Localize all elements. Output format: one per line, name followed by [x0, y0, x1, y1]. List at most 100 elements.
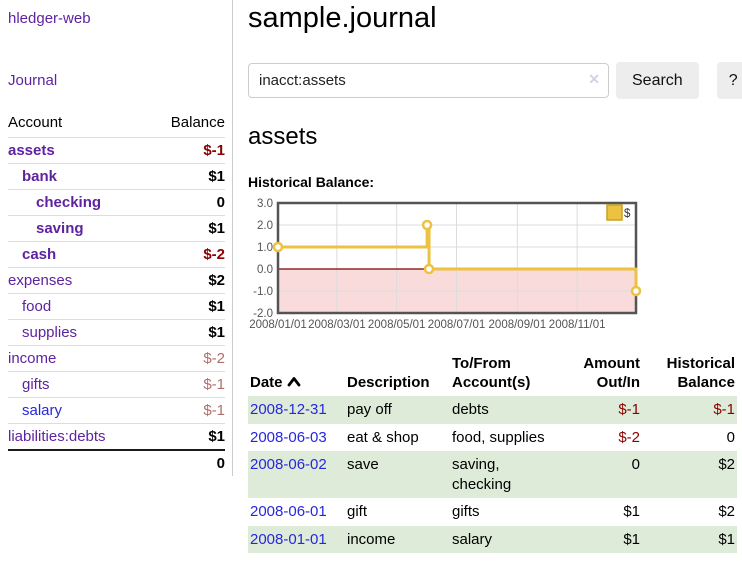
- register-header-date[interactable]: Date: [248, 352, 345, 396]
- account-row: assets $-1: [8, 137, 225, 164]
- app-title-link[interactable]: hledger-web: [8, 10, 91, 27]
- transaction-amount: $-1: [550, 396, 642, 424]
- transaction-balance: 0: [726, 428, 735, 446]
- account-link-saving[interactable]: saving: [36, 220, 84, 237]
- account-balance: $1: [147, 293, 225, 320]
- transaction-date-link[interactable]: 2008-06-02: [250, 456, 327, 474]
- svg-text:0.0: 0.0: [257, 264, 273, 276]
- transaction-date-link[interactable]: 2008-12-31: [250, 401, 327, 419]
- accounts-header-account: Account: [8, 114, 63, 131]
- sidebar: hledger-web Journal Account Balance asse…: [0, 0, 233, 476]
- search-form: ✕ Search ?: [248, 62, 742, 99]
- account-row: supplies $1: [8, 319, 225, 346]
- transaction-date-link[interactable]: 2008-06-01: [250, 503, 327, 521]
- transaction-row: 2008-06-02 save saving, checking 0 $2: [248, 451, 737, 499]
- clear-search-icon[interactable]: ✕: [588, 71, 600, 87]
- transaction-accounts: food, supplies: [452, 428, 545, 446]
- sidebar-item-journal[interactable]: Journal: [8, 72, 58, 89]
- account-link-income[interactable]: income: [8, 350, 57, 367]
- account-heading: assets: [248, 123, 318, 150]
- data-point-marker: [423, 263, 435, 275]
- account-link-assets[interactable]: assets: [8, 142, 55, 159]
- account-link-cash[interactable]: cash: [22, 246, 57, 263]
- svg-text:3.0: 3.0: [257, 198, 273, 210]
- account-balance: $1: [147, 215, 225, 242]
- transaction-row: 2008-12-31 pay off debts $-1 $-1: [248, 396, 737, 424]
- register-header-row: Date Description To/From Account(s) Amou…: [248, 352, 737, 396]
- chart-frame: [276, 201, 638, 315]
- register-table: Date Description To/From Account(s) Amou…: [248, 352, 737, 554]
- register-header-tofrom: To/From Account(s): [452, 355, 531, 392]
- transaction-date-link[interactable]: 2008-01-01: [250, 530, 327, 548]
- account-balance: $2: [147, 267, 225, 294]
- accounts-header-row: Account Balance: [8, 111, 225, 138]
- transaction-amount: $1: [550, 525, 642, 554]
- account-row: income $-2: [8, 345, 225, 372]
- search-input-wrap: ✕: [248, 63, 609, 98]
- account-link-expenses[interactable]: expenses: [8, 272, 73, 289]
- register-header-amount: Amount Out/In: [583, 355, 640, 392]
- register-header-description: Description: [347, 374, 430, 392]
- accounts-total-row: 0: [8, 449, 225, 476]
- svg-text:2008/03/01: 2008/03/01: [308, 319, 366, 331]
- account-link-liabilities-debts[interactable]: liabilities:debts: [8, 428, 106, 445]
- svg-text:2008/09/01: 2008/09/01: [489, 319, 547, 331]
- accounts-table: Account Balance assets $-1 bank $1 checking 0…: [8, 111, 225, 476]
- data-point-marker: [421, 219, 433, 231]
- transaction-description: eat & shop: [347, 428, 419, 446]
- account-row: liabilities:debts $1: [8, 423, 225, 450]
- help-button[interactable]: ?: [716, 62, 742, 99]
- transaction-balance: $2: [642, 451, 737, 499]
- transaction-balance: $1: [642, 525, 737, 554]
- accounts-total-value: 0: [147, 449, 225, 476]
- account-balance: $1: [147, 319, 225, 346]
- account-balance: $-2: [147, 241, 225, 268]
- account-link-bank[interactable]: bank: [22, 168, 58, 185]
- svg-text:2008/01/01: 2008/01/01: [249, 319, 307, 331]
- transaction-description: gift: [347, 503, 368, 521]
- account-row: gifts $-1: [8, 371, 225, 398]
- transaction-balance: $2: [718, 503, 735, 521]
- chart-label: Historical Balance:: [248, 174, 375, 190]
- register-body: 2008-12-31 pay off debts $-1 $-1 2008-06-03 ea…: [248, 396, 737, 554]
- search-button[interactable]: Search: [616, 62, 699, 99]
- account-row: food $1: [8, 293, 225, 320]
- account-balance: $-1: [147, 397, 225, 424]
- search-input[interactable]: [248, 63, 609, 98]
- transaction-balance: $-1: [642, 396, 737, 424]
- account-row: saving $1: [8, 215, 225, 242]
- account-row: salary $-1: [8, 397, 225, 424]
- account-link-supplies[interactable]: supplies: [22, 324, 78, 341]
- account-balance: 0: [147, 189, 225, 216]
- sort-ascending-icon: [287, 373, 301, 392]
- account-balance: $1: [147, 163, 225, 190]
- account-balance: $-1: [147, 371, 225, 398]
- transaction-row: 2008-06-01 gift gifts $1 $2: [248, 498, 737, 526]
- accounts-body: assets $-1 bank $1 checking 0 saving $1 cash $-2 e…: [8, 137, 225, 450]
- legend-label: $: [624, 208, 631, 220]
- transaction-date-link[interactable]: 2008-06-03: [250, 428, 327, 446]
- account-row: checking 0: [8, 189, 225, 216]
- legend-swatch: [606, 204, 623, 221]
- transaction-description: pay off: [345, 396, 450, 424]
- svg-text:2008/07/01: 2008/07/01: [428, 319, 486, 331]
- account-balance: $1: [147, 423, 225, 450]
- transaction-description: save: [345, 451, 450, 499]
- data-point-marker: [630, 285, 642, 297]
- account-link-food[interactable]: food: [22, 298, 52, 315]
- svg-text:-2.0: -2.0: [253, 308, 273, 320]
- accounts-header-balance: Balance: [170, 114, 225, 131]
- account-balance: $-1: [147, 137, 225, 164]
- transaction-accounts: saving, checking: [450, 451, 550, 499]
- svg-text:2.0: 2.0: [257, 220, 273, 232]
- page: hledger-web Journal Account Balance asse…: [0, 0, 742, 554]
- account-link-checking[interactable]: checking: [36, 194, 102, 211]
- svg-text:2008/11/01: 2008/11/01: [549, 319, 606, 331]
- main-content: sample.journal ✕ Search ? assets Histori…: [233, 0, 742, 554]
- svg-text:2008/05/01: 2008/05/01: [368, 319, 426, 331]
- transaction-accounts: salary: [450, 525, 550, 554]
- account-link-gifts[interactable]: gifts: [22, 376, 50, 393]
- transaction-row: 2008-01-01 income salary $1 $1: [248, 525, 737, 554]
- transaction-accounts: debts: [450, 396, 550, 424]
- account-link-salary[interactable]: salary: [22, 402, 63, 419]
